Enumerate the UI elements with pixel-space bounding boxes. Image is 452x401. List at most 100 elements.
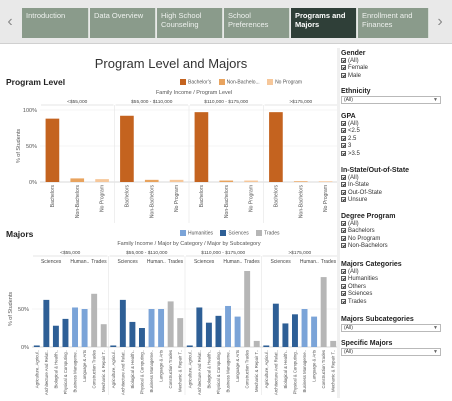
filter-option[interactable]: (All) [341, 269, 445, 276]
legend-item-humanities[interactable]: Humanities [180, 230, 213, 236]
legend-item-trades[interactable]: Trades [256, 230, 279, 236]
x-tick-label: Physical & Computing.. [63, 350, 68, 394]
bar [292, 314, 298, 347]
filter-option[interactable]: 3 [341, 143, 445, 150]
story-navigation: ‹ Introduction Data Overview High School… [0, 0, 452, 44]
checkbox-checked-icon[interactable] [341, 197, 346, 202]
filter-gender: Gender (All) Female Male [341, 50, 445, 80]
x-tick-label: Mechanic & Repair T.. [331, 350, 336, 392]
checkbox-checked-icon[interactable] [341, 182, 346, 187]
checkbox-checked-icon[interactable] [341, 128, 346, 133]
filter-option[interactable]: Non-Bachelors [341, 243, 445, 250]
filter-option[interactable]: 2.5 [341, 136, 445, 143]
story-point-school-preferences[interactable]: School Preferences [224, 8, 290, 38]
filter-option[interactable]: Out-Of-State [341, 190, 445, 197]
filter-option[interactable]: Male [341, 73, 445, 80]
x-tick-label: Business Manageme.. [302, 350, 307, 393]
legend-item-no-program[interactable]: No Program [267, 79, 302, 85]
filter-option-label: Humanities [348, 277, 378, 283]
bar [187, 345, 193, 347]
story-point-label: Data Overview [94, 11, 143, 20]
checkbox-checked-icon[interactable] [341, 276, 346, 281]
filter-gpa: GPA (All) <2.5 2.5 3 >3.5 [341, 113, 445, 158]
bar [46, 119, 60, 182]
filter-option[interactable]: (All) [341, 121, 445, 128]
filter-option[interactable]: Bachelors [341, 228, 445, 235]
legend-swatch [267, 79, 273, 85]
filter-option-label: (All) [348, 269, 359, 275]
checkbox-checked-icon[interactable] [341, 299, 346, 304]
bar [72, 307, 78, 347]
filter-option[interactable]: Others [341, 284, 445, 291]
filter-option-label: Out-Of-State [348, 190, 382, 196]
checkbox-checked-icon[interactable] [341, 190, 346, 195]
x-tick-label: Mechanic & Repair T.. [178, 350, 183, 392]
majors-chart[interactable]: % of Students 0% 50% <$55,000 Sciences Human.… [4, 249, 338, 397]
story-point-data-overview[interactable]: Data Overview [90, 8, 156, 38]
x-tick-label: Biological & Health.. [130, 350, 135, 388]
checkbox-checked-icon[interactable] [341, 228, 346, 233]
panel-header: $55,000 - $110,000 [126, 250, 168, 256]
checkbox-checked-icon[interactable] [341, 73, 346, 78]
dropdown-value: (All) [344, 97, 353, 103]
story-point-label: High School Counseling [161, 11, 201, 29]
bar [330, 341, 336, 347]
filter-option[interactable]: (All) [341, 221, 445, 228]
filter-option[interactable]: (All) [341, 175, 445, 182]
checkbox-checked-icon[interactable] [341, 236, 346, 241]
bar [91, 294, 97, 347]
filter-option[interactable]: In-State [341, 182, 445, 189]
filter-option-label: 3 [348, 144, 351, 150]
filter-option[interactable]: Unsure [341, 197, 445, 204]
checkbox-checked-icon[interactable] [341, 284, 346, 289]
story-point-introduction[interactable]: Introduction [22, 8, 89, 38]
checkbox-checked-icon[interactable] [341, 65, 346, 70]
filter-option[interactable]: Trades [341, 299, 445, 306]
legend-item-sciences[interactable]: Sciences [220, 230, 248, 236]
checkbox-checked-icon[interactable] [341, 221, 346, 226]
x-tick-label: Mechanic & Repair T.. [254, 350, 259, 392]
filter-option[interactable]: Sciences [341, 291, 445, 298]
legend-item-non-bachelors[interactable]: Non-Bachelo... [219, 79, 260, 85]
x-tick-label: Agriculture, Agricul.. [111, 350, 116, 388]
story-point-programs-and-majors[interactable]: Programs and Majors [291, 8, 357, 38]
program-level-chart[interactable]: % of Students 0% 50% 100% <$55,000 Bachelors N… [4, 98, 338, 228]
filter-option[interactable]: >3.5 [341, 151, 445, 158]
checkbox-checked-icon[interactable] [341, 291, 346, 296]
chevron-left-icon[interactable]: ‹ [3, 12, 17, 32]
filter-option[interactable]: <2.5 [341, 128, 445, 135]
legend-swatch [180, 230, 186, 236]
chevron-right-icon[interactable]: › [433, 12, 447, 32]
checkbox-checked-icon[interactable] [341, 243, 346, 248]
filter-option[interactable]: No Program [341, 236, 445, 243]
specific-majors-dropdown[interactable]: (All) ▼ [341, 348, 441, 356]
filter-option[interactable]: (All) [341, 58, 445, 65]
majors-subcategories-dropdown[interactable]: (All) ▼ [341, 324, 441, 332]
bar [53, 326, 59, 347]
checkbox-checked-icon[interactable] [341, 175, 346, 180]
checkbox-checked-icon[interactable] [341, 58, 346, 63]
group-header: Trades [91, 259, 107, 265]
filter-option-label: (All) [348, 221, 359, 227]
legend-item-bachelors[interactable]: Bachelor's [180, 79, 211, 85]
checkbox-checked-icon[interactable] [341, 136, 346, 141]
dashboard: Program Level and Majors Program Level B… [4, 48, 338, 398]
checkbox-checked-icon[interactable] [341, 121, 346, 126]
chevron-down-icon: ▼ [433, 349, 438, 355]
filter-option[interactable]: Humanities [341, 276, 445, 283]
filter-majors-subcategories: Majors Subcategories (All) ▼ [341, 316, 445, 332]
filter-option-label: >3.5 [348, 151, 360, 157]
ethnicity-dropdown[interactable]: (All) ▼ [341, 96, 441, 104]
legend-label: Non-Bachelo... [227, 79, 260, 85]
checkbox-checked-icon[interactable] [341, 269, 346, 274]
checkbox-checked-icon[interactable] [341, 143, 346, 148]
dashboard-scrollbar[interactable] [337, 48, 340, 398]
bar [273, 304, 279, 347]
story-point-enrollment-and-finances[interactable]: Enrollment and Finances [358, 8, 429, 38]
filter-option[interactable]: Female [341, 65, 445, 72]
panel-header: $110,000 - $175,000 [204, 99, 248, 105]
bar [95, 179, 109, 182]
story-point-high-school-counseling[interactable]: High School Counseling [157, 8, 223, 38]
x-tick-label: Physical & Computing.. [139, 350, 144, 394]
checkbox-checked-icon[interactable] [341, 151, 346, 156]
